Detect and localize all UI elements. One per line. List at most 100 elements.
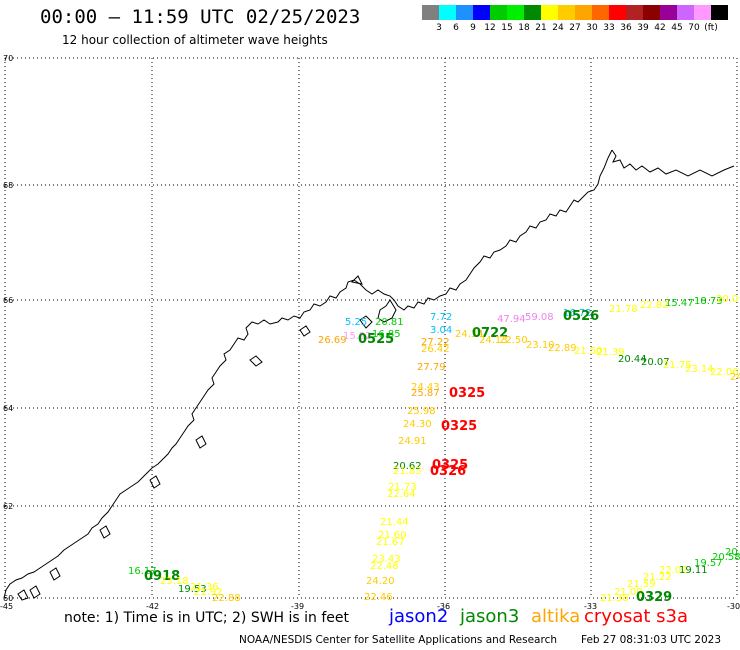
scale-swatch xyxy=(609,5,626,20)
scale-label: 12 xyxy=(484,23,496,33)
credit-line: NOAA/NESDIS Center for Satellite Applica… xyxy=(239,634,557,646)
pass-time-label: 0325 xyxy=(432,458,468,473)
wave-height-label: 18.73 xyxy=(694,296,723,307)
wave-height-label: 21.39 xyxy=(596,347,625,358)
wave-height-label: 24 xyxy=(730,372,740,383)
wave-height-label: 21.73 xyxy=(388,482,417,493)
wave-height-label: 21.92 xyxy=(194,587,223,598)
scale-swatch xyxy=(541,5,558,20)
scale-label: 24 xyxy=(552,23,564,33)
scale-swatch xyxy=(660,5,677,20)
generation-timestamp: Feb 27 08:31:03 UTC 2023 xyxy=(581,634,721,646)
wave-height-label: 21.44 xyxy=(380,517,409,528)
pass-time-label: 0326 xyxy=(430,464,466,479)
wave-height-label: 3.04 xyxy=(430,325,452,336)
wave-height-label: 7.72 xyxy=(430,312,452,323)
wave-height-label: 25.87 xyxy=(411,388,440,399)
scale-swatch xyxy=(592,5,609,20)
scale-label: 15 xyxy=(501,23,513,33)
scale-swatch xyxy=(575,5,592,20)
wave-height-label: 22.06 xyxy=(710,367,739,378)
wave-height-label: 20.58 xyxy=(712,552,740,563)
scale-label: 27 xyxy=(569,23,581,33)
wave-height-label: 26.69 xyxy=(318,335,347,346)
wave-height-label: 21.36 xyxy=(190,582,219,593)
wave-height-label: 21.67 xyxy=(376,537,405,548)
pass-time-label: 0525 xyxy=(358,332,394,347)
scale-label: 39 xyxy=(637,23,649,33)
scale-label: 42 xyxy=(654,23,666,33)
wave-height-label: 20.81 xyxy=(375,317,404,328)
scale-swatch xyxy=(643,5,660,20)
wave-height-label: 21.59 xyxy=(627,579,656,590)
latitude-label: 66 xyxy=(3,296,13,305)
scale-label: 33 xyxy=(603,23,615,33)
wave-height-label: 20.44 xyxy=(618,354,647,365)
latitude-label: 60 xyxy=(3,594,13,603)
scale-swatch xyxy=(473,5,490,20)
map-subtitle: 12 hour collection of altimeter wave hei… xyxy=(62,33,328,47)
scale-label: 45 xyxy=(671,23,683,33)
pass-time-label: 0918 xyxy=(144,569,180,584)
pass-time-label: 0329 xyxy=(636,590,672,605)
legend-cryosat-s3a: cryosat s3a xyxy=(584,606,689,627)
wave-height-label: 22.02 xyxy=(659,565,688,576)
wave-height-label: 26.42 xyxy=(421,344,450,355)
scale-label: 36 xyxy=(620,23,632,33)
wave-height-label: 24.91 xyxy=(398,436,427,447)
wave-height-label: 21.60 xyxy=(378,530,407,541)
lat-lon-grid: 70 68 66 64 62 60-45 -42 -39 -36 -33 -30 xyxy=(0,54,740,611)
wave-height-label: 24.34 xyxy=(455,329,484,340)
wave-height-label: 21.83 xyxy=(393,466,422,477)
wave-height-label: 22.48 xyxy=(370,561,399,572)
wave-height-label: 22.89 xyxy=(548,343,577,354)
scale-label: 6 xyxy=(453,23,459,33)
wave-height-label: 20.62 xyxy=(393,461,422,472)
greenland-coastline xyxy=(3,149,735,601)
wave-height-label: 24.20 xyxy=(366,576,395,587)
scale-label: 18 xyxy=(518,23,530,33)
wave-height-label: 24.30 xyxy=(403,419,432,430)
longitude-label: -30 xyxy=(727,602,740,611)
scale-swatch xyxy=(422,5,439,20)
scale-swatch xyxy=(524,5,541,20)
wave-height-label: 22.64 xyxy=(387,489,416,500)
scale-label: 70 xyxy=(688,23,700,33)
wave-height-label: 15.92 xyxy=(343,331,372,342)
legend-jason2: jason2 xyxy=(389,606,449,627)
wave-height-label: 23.43 xyxy=(372,554,401,565)
wave-height-label: 20.15 xyxy=(725,547,740,558)
longitude-label: -33 xyxy=(584,602,597,611)
pass-time-label: 0325 xyxy=(449,386,485,401)
pass-time-label: 0526 xyxy=(563,309,599,324)
latitude-label: 62 xyxy=(3,502,13,511)
wave-height-label: 20.0 xyxy=(716,294,738,305)
latitude-label: 70 xyxy=(3,54,13,63)
wave-height-label: 22.46 xyxy=(364,592,393,603)
scale-label: 30 xyxy=(586,23,598,33)
wave-height-label: 16.85 xyxy=(372,329,401,340)
pass-time-label: 0722 xyxy=(472,326,508,341)
wave-height-label: 19.57 xyxy=(694,558,723,569)
scale-swatch xyxy=(626,5,643,20)
wave-height-label: 19.53 xyxy=(178,584,207,595)
wave-height-label: 21.38 xyxy=(600,593,629,604)
scale-swatch xyxy=(677,5,694,20)
wave-height-label: 19.11 xyxy=(679,565,708,576)
footnote: note: 1) Time is in UTC; 2) SWH is in fe… xyxy=(64,610,350,626)
scale-label: (ft) xyxy=(704,23,718,33)
scale-swatch xyxy=(507,5,524,20)
wave-height-label: 23.18 xyxy=(160,576,189,587)
latitude-label: 64 xyxy=(3,404,13,413)
wave-height-label: 23.10 xyxy=(526,340,555,351)
longitude-label: -42 xyxy=(146,602,159,611)
longitude-label: -45 xyxy=(0,602,13,611)
pass-time-label: 0325 xyxy=(441,419,477,434)
scale-label: 9 xyxy=(470,23,476,33)
wave-height-label: 16.17 xyxy=(128,566,157,577)
scale-swatch xyxy=(711,5,728,20)
wave-height-label: 16.72 xyxy=(563,308,592,319)
wave-height-label: 22.88 xyxy=(212,593,241,604)
